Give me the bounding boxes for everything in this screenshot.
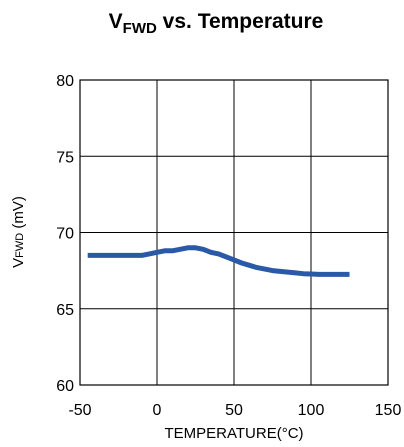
y-tick-labels: 60 65 70 75 80 [56,73,74,395]
x-tick-label-2: 50 [225,402,243,419]
y-axis-label: VFWD (mV) [10,196,27,268]
series-layer [87,245,350,277]
x-tick-label-0: -50 [68,402,91,419]
chart-title-rest: vs. Temperature [157,10,324,33]
y-axis-label-main: V [10,258,27,268]
y-axis-label-subscript: FWD [14,233,26,258]
chart-title-subscript: FWD [123,20,157,37]
plot-frame [79,79,389,386]
chart-title-main: V [109,10,123,33]
x-tick-label-4: 150 [375,402,402,419]
series-line-0 [87,245,350,277]
y-tick-label-4: 80 [56,73,74,90]
y-axis-label-rest: (mV) [10,196,27,233]
y-tick-label-0: 60 [56,378,74,395]
chart-title: VFWD vs. Temperature [109,10,324,37]
y-tick-label-3: 75 [56,149,74,166]
x-tick-labels: -50 0 50 100 150 [68,402,401,419]
x-axis-label: TEMPERATURE(°C) [164,425,303,442]
y-tick-label-1: 65 [56,302,74,319]
y-tick-label-2: 70 [56,226,74,243]
x-tick-label-3: 100 [298,402,325,419]
grid [80,80,388,385]
x-tick-label-1: 0 [153,402,162,419]
